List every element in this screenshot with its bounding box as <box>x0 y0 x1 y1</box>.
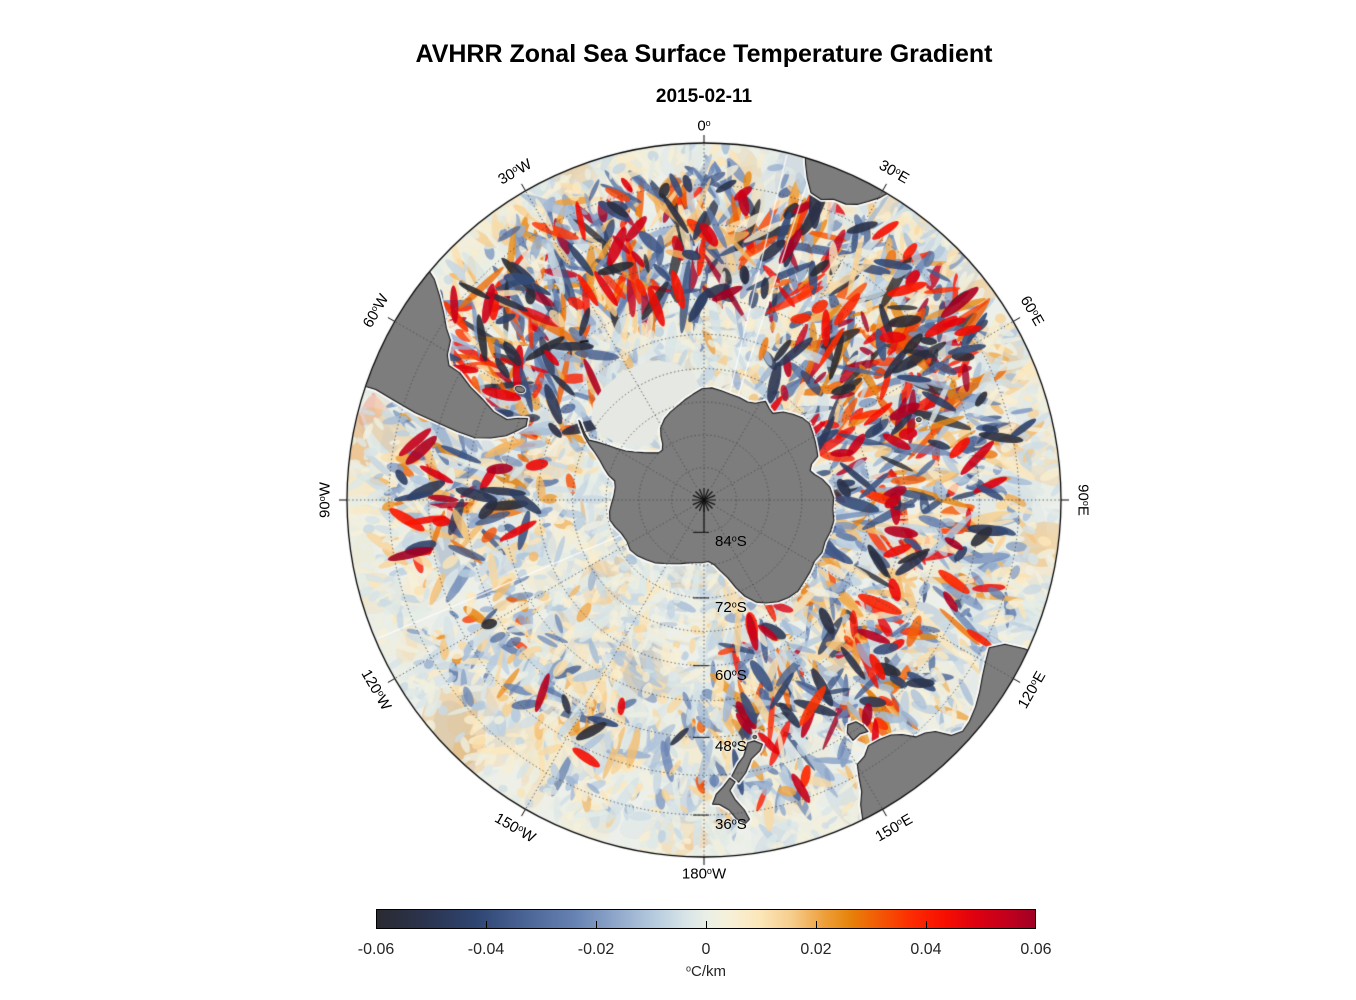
colorbar-tick-label: 0.06 <box>1020 941 1052 958</box>
colorbar: oC/km -0.06 -0.04 -0.02 0 0.02 0.04 0.06 <box>358 909 1052 980</box>
colorbar-tick-label: -0.06 <box>357 941 395 958</box>
colorbar-tick-label: 0.02 <box>800 941 832 958</box>
colorbar-unit-label: oC/km <box>685 963 727 980</box>
figure-date: 2015-02-11 <box>655 86 753 107</box>
colorbar-tick-label: 0 <box>701 941 711 958</box>
colorbar-tickmark <box>706 921 707 928</box>
figure-title: AVHRR Zonal Sea Surface Temperature Grad… <box>415 40 993 68</box>
colorbar-gradient <box>376 909 1036 929</box>
colorbar-tick-label: 0.04 <box>910 941 942 958</box>
colorbar-tickmark <box>486 921 487 928</box>
colorbar-tickmark <box>596 921 597 928</box>
colorbar-tick-label: -0.02 <box>577 941 615 958</box>
colorbar-tickmark <box>926 921 927 928</box>
colorbar-tickmark <box>816 921 817 928</box>
colorbar-tick-label: -0.04 <box>467 941 505 958</box>
